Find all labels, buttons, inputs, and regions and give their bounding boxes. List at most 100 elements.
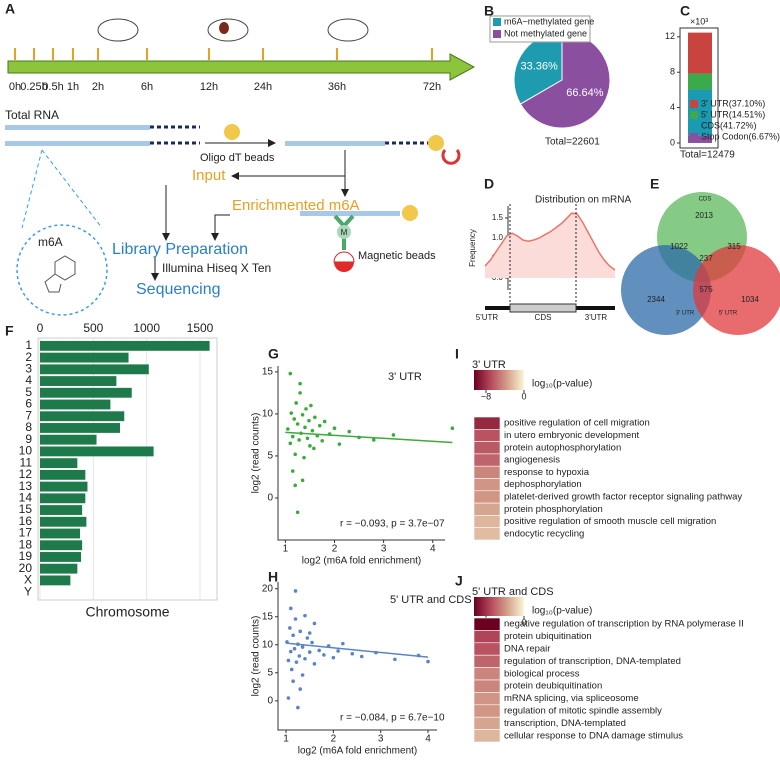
y-tick-label: 17 (19, 526, 33, 540)
chart-title: 5' UTR and CDS (390, 594, 472, 606)
rna-strand (5, 141, 150, 146)
y-tick-label: 7 (25, 408, 32, 422)
point (290, 469, 295, 473)
panel-label: H (268, 569, 278, 585)
y-tick-label: X (24, 573, 32, 587)
term-label: endocytic recycling (504, 528, 584, 539)
bar (40, 340, 210, 351)
heat-cell (473, 704, 501, 718)
point (350, 651, 355, 656)
y-tick-label: 3 (25, 361, 32, 375)
bar (40, 458, 78, 469)
bead (224, 124, 240, 140)
bar (40, 352, 129, 363)
magnetic-bead (334, 262, 354, 272)
point (293, 589, 298, 593)
panel-label: I (455, 346, 459, 362)
point (312, 662, 317, 666)
region-label: 3'UTR (585, 313, 608, 322)
term-label: protein autophosphorylation (504, 442, 621, 453)
annotation: r = −0.084, p = 6.7e−10 (340, 713, 445, 724)
x-tick-label: 2 (331, 734, 337, 745)
bar (40, 540, 83, 551)
point (317, 648, 321, 653)
y-tick-label: 18 (19, 537, 33, 551)
annotation: Total=22601 (545, 137, 600, 148)
y-tick-label: 16 (19, 514, 33, 528)
value-label: 66.64% (566, 87, 604, 99)
point (296, 705, 300, 710)
molecule (44, 255, 76, 293)
x-tick-label: 4 (430, 544, 436, 555)
point (359, 654, 364, 659)
point (371, 438, 376, 442)
y-axis-label: log2 (read counts) (251, 616, 262, 697)
time-label: 0.5h (42, 81, 63, 93)
point (294, 660, 299, 664)
legend-swatch (493, 30, 501, 38)
y-tick-label: 8 (670, 67, 675, 77)
venn-count: 237 (699, 254, 713, 263)
term-label: positive regulation of smooth muscle cel… (504, 516, 716, 527)
legend-label: m6A−methylated gene (504, 16, 594, 26)
venn-count: 2013 (695, 211, 713, 220)
term-label: mRNA splicing, via spliceosome (504, 693, 639, 704)
colorbar-title: log₁₀(p-value) (532, 606, 592, 617)
venn-set (693, 245, 780, 335)
x-axis-label: log2 (m6A fold enrichment) (298, 746, 418, 757)
point (297, 438, 301, 442)
legend-swatch (690, 100, 698, 108)
point (341, 641, 345, 646)
heat-cell (473, 465, 501, 479)
point (288, 371, 293, 376)
point (310, 428, 315, 433)
venn-count: 575 (699, 285, 713, 294)
x-tick-label: 1000 (133, 321, 160, 335)
chart-title: 3' UTR (472, 359, 506, 371)
point (303, 657, 307, 661)
set-label: 3' UTR (676, 311, 695, 317)
rna-strand (300, 211, 400, 216)
legend-swatch (493, 18, 501, 26)
x-tick-label: 2 (332, 544, 338, 555)
point (308, 444, 312, 448)
heat-cell (473, 667, 501, 681)
heat-cell (473, 716, 501, 730)
rna-strand (285, 141, 385, 146)
bar-segment (688, 73, 712, 90)
zoom-line (41, 149, 103, 229)
heat-cell (473, 642, 501, 656)
trend-line (285, 431, 453, 444)
legend-label: 3' UTR(37.10%) (701, 98, 765, 108)
point (286, 427, 290, 431)
mouse-icon (327, 18, 369, 42)
x-tick-label: 500 (83, 321, 103, 335)
time-label: 12h (200, 81, 218, 93)
label: m6A (38, 235, 63, 249)
bar-segment (688, 135, 712, 143)
axes (277, 582, 437, 731)
y-tick-label: 14 (19, 490, 33, 504)
magnetic-bead (333, 251, 355, 263)
y-tick-label: 4 (25, 373, 32, 387)
time-label: 1h (67, 81, 79, 93)
mouse-icon (97, 18, 139, 42)
term-label: protein ubiquitination (504, 631, 592, 642)
term-label: angiogenesis (504, 455, 560, 466)
heat-cell (473, 729, 501, 743)
bar (40, 528, 80, 539)
label: Magnetic beads (358, 250, 436, 262)
y-tick-label: 5 (267, 451, 273, 462)
term-label: platelet-derived growth factor receptor … (504, 491, 742, 502)
trend-line (285, 642, 429, 658)
bar (40, 481, 88, 492)
legend-label: CDS(41.72%) (701, 120, 757, 130)
point (312, 621, 317, 626)
heat-cell (473, 478, 501, 492)
point (310, 640, 314, 645)
point (286, 696, 291, 700)
bar (40, 552, 82, 562)
point (317, 423, 322, 428)
y-tick-label: 2 (25, 350, 32, 364)
